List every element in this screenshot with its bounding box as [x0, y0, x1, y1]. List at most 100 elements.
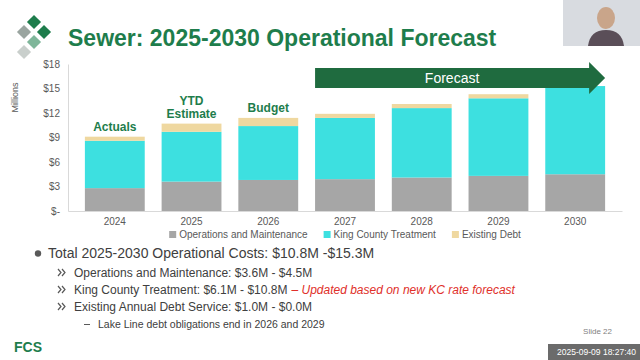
legend-item: Operations and Maintenance — [169, 229, 308, 240]
y-tick: $12 — [43, 108, 68, 119]
annotation-line: Estimate — [167, 107, 217, 121]
y-tick: $15 — [43, 83, 68, 94]
x-tick: 2026 — [257, 216, 280, 227]
x-tick: 2025 — [180, 216, 203, 227]
y-tick-label: $12 — [43, 108, 60, 119]
bar-series — [85, 86, 605, 188]
bullet-marker — [58, 303, 65, 310]
timestamp-box — [548, 344, 640, 360]
logo-diamond — [27, 35, 41, 49]
bullet-marker — [58, 269, 65, 276]
bar — [545, 86, 605, 174]
logo-diamond — [37, 25, 51, 39]
y-axis: $- $3 $6 $9 $12 $15 $18 — [43, 59, 68, 217]
bullet-text: Operations and Maintenance: $3.6M - $4.5… — [74, 266, 312, 280]
annotation: YTDEstimate — [167, 94, 217, 121]
y-axis-line — [68, 65, 69, 212]
legend-item: King County Treatment — [324, 229, 436, 240]
annotation: Budget — [248, 101, 289, 115]
background — [0, 0, 640, 360]
x-tick-label: 2026 — [257, 216, 280, 227]
bar — [238, 126, 298, 180]
video-person-head — [597, 7, 615, 29]
legend-item: Existing Debt — [452, 229, 521, 240]
legend-swatch — [324, 231, 331, 238]
bullet-note: – Updated based on new KC rate forecast — [290, 283, 515, 297]
bullet-text-main: Lake Line debt obligations end in 2026 a… — [98, 318, 325, 330]
y-tick-label: $9 — [49, 132, 61, 143]
video-frame — [563, 0, 640, 46]
bar — [162, 124, 222, 132]
forecast-arrow — [315, 62, 605, 94]
bullet-marker — [84, 324, 90, 325]
timestamp: 2025-09-09 18:27:40 — [557, 347, 636, 357]
bar — [315, 114, 375, 118]
annotation: Actuals — [93, 120, 137, 134]
x-axis-line — [69, 211, 623, 212]
logo-diamond — [17, 45, 31, 59]
bar — [238, 118, 298, 126]
y-tick: $3 — [49, 181, 68, 192]
x-tick: 2024 — [104, 216, 127, 227]
x-axis: 2024 2025 2026 2027 2028 2029 2030 — [69, 212, 623, 228]
bar — [85, 141, 145, 188]
chart-title: Sewer: 2025-2030 Operational Forecast — [68, 25, 497, 51]
annotation-line: Budget — [248, 101, 289, 115]
legend-swatch — [169, 231, 176, 238]
video-thumbnail — [563, 0, 640, 46]
bullets: Total 2025-2030 Operational Costs: $10.8… — [35, 245, 516, 330]
bullet-text: Lake Line debt obligations end in 2026 a… — [98, 318, 325, 330]
logo-diamond — [17, 25, 31, 39]
bar — [85, 137, 145, 141]
x-tick: 2030 — [564, 216, 587, 227]
y-tick-label: $6 — [49, 157, 61, 168]
bullet-text-main: King County Treatment: $6.1M - $10.8M — [74, 283, 287, 297]
bar — [469, 94, 529, 98]
x-tick-label: 2029 — [487, 216, 510, 227]
x-tick: 2027 — [334, 216, 357, 227]
y-tick-label: $- — [51, 206, 60, 217]
bullet-marker — [58, 286, 65, 293]
legend-swatch — [452, 231, 459, 238]
bar — [392, 104, 452, 108]
slide-number: Slide 22 — [583, 327, 612, 336]
logo-mark — [17, 15, 51, 59]
legend-label: Existing Debt — [462, 229, 521, 240]
bar — [315, 118, 375, 179]
x-tick-label: 2027 — [334, 216, 357, 227]
y-tick: $9 — [49, 132, 68, 143]
x-tick-label: 2024 — [104, 216, 127, 227]
y-tick: $- — [51, 206, 68, 217]
bullet-text-main: Existing Annual Debt Service: $1.0M - $0… — [74, 300, 312, 314]
y-tick: $18 — [43, 59, 68, 70]
x-tick-label: 2025 — [180, 216, 203, 227]
bar — [162, 182, 222, 211]
legend: Operations and Maintenance King County Tr… — [169, 229, 521, 240]
forecast-label: Forecast — [425, 70, 480, 86]
y-tick-label: $15 — [43, 83, 60, 94]
bar — [392, 108, 452, 177]
y-tick-label: $3 — [49, 181, 61, 192]
x-tick-label: 2030 — [564, 216, 587, 227]
bullet-text: Existing Annual Debt Service: $1.0M - $0… — [74, 300, 312, 314]
bullet-text-main: Operations and Maintenance: $3.6M - $4.5… — [74, 266, 312, 280]
footer-logo: FCS — [14, 339, 42, 355]
bar — [238, 180, 298, 211]
x-tick: 2029 — [487, 216, 510, 227]
bar — [315, 179, 375, 211]
bar — [469, 98, 529, 176]
bar — [85, 188, 145, 211]
bullet-text: King County Treatment: $6.1M - $10.8M– U… — [74, 283, 516, 297]
annotation-line: Actuals — [93, 120, 137, 134]
bullet-text-main: Total 2025-2030 Operational Costs: $10.8… — [48, 245, 374, 261]
y-tick-label: $18 — [43, 59, 60, 70]
bars — [85, 86, 605, 211]
x-tick-label: 2028 — [411, 216, 434, 227]
annotations: Actuals YTDEstimate Budget Forecast — [93, 62, 605, 134]
video-person-body — [588, 30, 624, 46]
bar — [469, 176, 529, 211]
x-tick: 2028 — [411, 216, 434, 227]
legend-label: King County Treatment — [334, 229, 436, 240]
bullet-marker — [35, 250, 41, 256]
bar — [392, 178, 452, 211]
